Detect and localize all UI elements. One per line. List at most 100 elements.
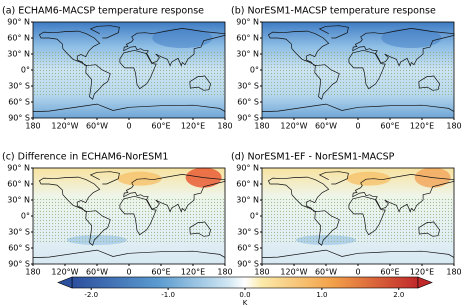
- lon-tick-label: 60°W: [86, 122, 108, 131]
- lat-tick-label: 30° N: [236, 50, 259, 59]
- anomaly: [346, 171, 391, 186]
- coastline: [352, 174, 455, 213]
- coastline: [123, 28, 226, 67]
- lon-tick-label: 180: [217, 268, 232, 277]
- lon-tick-label: 60°E: [380, 268, 399, 277]
- coastline: [89, 25, 120, 39]
- coastline: [38, 30, 101, 67]
- coastline: [314, 64, 340, 100]
- lat-tick-label: 90° N: [7, 18, 30, 27]
- panel-title: (c) Difference in ECHAM6-NorESM1: [2, 152, 168, 163]
- lon-tick-label: 0: [355, 122, 360, 131]
- lon-tick-label: 60°E: [151, 122, 170, 131]
- lon-tick-label: 0: [126, 122, 131, 131]
- coastline: [418, 75, 440, 91]
- lat-tick-label: 60° N: [236, 34, 259, 43]
- lon-tick-label: 60°W: [86, 268, 108, 277]
- coastline: [119, 49, 157, 90]
- coastline: [267, 176, 330, 213]
- coastline: [85, 210, 111, 246]
- lat-tick-label: 90° S: [8, 260, 30, 269]
- colorbar-tick-label: 0.0: [239, 291, 250, 299]
- lat-tick-label: 0°: [250, 212, 259, 221]
- anomaly: [117, 171, 162, 186]
- lat-tick-label: 30° N: [236, 196, 259, 205]
- coastline: [189, 75, 211, 91]
- lon-tick-label: 120°W: [280, 122, 307, 131]
- lat-tick-label: 60° S: [8, 244, 30, 253]
- lon-tick-label: 60°E: [151, 268, 170, 277]
- colorbar: [71, 276, 419, 289]
- coastline: [123, 174, 226, 213]
- colorbar-tick-label: -2.0: [84, 291, 98, 299]
- hatching: [33, 51, 225, 97]
- coastline: [348, 49, 386, 90]
- coastline: [189, 221, 211, 237]
- map-panel: (b) NorESM1-MACSP temperature response90…: [231, 6, 462, 131]
- lat-tick-label: 30° S: [237, 228, 259, 237]
- lon-tick-label: 180: [254, 268, 269, 277]
- coastline: [318, 25, 349, 39]
- lat-tick-label: 90° S: [237, 260, 259, 269]
- panel-title: (a) ECHAM6-MACSP temperature response: [2, 6, 204, 17]
- anomaly: [152, 28, 213, 48]
- lon-tick-label: 120°W: [51, 268, 78, 277]
- coastline: [318, 171, 349, 185]
- lon-tick-label: 120°E: [410, 268, 434, 277]
- lat-tick-label: 60° N: [236, 180, 259, 189]
- coastline: [119, 195, 157, 236]
- coastline: [32, 103, 226, 112]
- colorbar-extend: [57, 276, 73, 289]
- lon-tick-label: 120°W: [51, 122, 78, 131]
- lon-tick-label: 120°E: [181, 268, 205, 277]
- panel-title: (b) NorESM1-MACSP temperature response: [231, 6, 436, 17]
- coastline: [261, 249, 455, 258]
- coastline: [32, 249, 226, 258]
- colorbar-tick-label: 1.0: [316, 291, 327, 299]
- lat-tick-label: 30° N: [7, 50, 30, 59]
- lat-tick-label: 0°: [21, 212, 30, 221]
- lat-tick-label: 30° S: [237, 82, 259, 91]
- lon-tick-label: 120°E: [181, 122, 205, 131]
- colorbar-label: K: [243, 299, 248, 307]
- hatching: [33, 197, 225, 243]
- coastline: [89, 171, 120, 185]
- coastline: [418, 221, 440, 237]
- lon-tick-label: 120°E: [410, 122, 434, 131]
- lon-tick-label: 60°W: [315, 268, 337, 277]
- coastline: [314, 210, 340, 246]
- lon-tick-label: 180: [217, 122, 232, 131]
- lon-tick-label: 180: [446, 122, 461, 131]
- lon-tick-label: 60°W: [315, 122, 337, 131]
- lat-tick-label: 60° N: [7, 180, 30, 189]
- lat-tick-label: 90° N: [7, 164, 30, 173]
- colorbar-extend: [417, 276, 433, 289]
- anomaly: [381, 28, 442, 48]
- lat-tick-label: 0°: [250, 66, 259, 75]
- panel-title: (d) NorESM1-EF - NorESM1-MACSP: [231, 152, 395, 163]
- colorbar-tick-label: 2.0: [393, 291, 404, 299]
- lat-tick-label: 30° N: [7, 196, 30, 205]
- lon-tick-label: 180: [446, 268, 461, 277]
- coastline: [348, 195, 386, 236]
- lat-tick-label: 60° S: [237, 244, 259, 253]
- lon-tick-label: 180: [254, 122, 269, 131]
- lon-tick-label: 180: [25, 268, 40, 277]
- colorbar-tick-label: -1.0: [161, 291, 175, 299]
- lon-tick-label: 0: [355, 268, 360, 277]
- coastline: [261, 103, 455, 112]
- coastline: [38, 176, 101, 213]
- lat-tick-label: 90° N: [236, 164, 259, 173]
- lat-tick-label: 60° S: [237, 98, 259, 107]
- lat-tick-label: 90° S: [237, 114, 259, 123]
- lat-tick-label: 0°: [21, 66, 30, 75]
- lat-tick-label: 60° S: [8, 98, 30, 107]
- lat-tick-label: 60° N: [7, 34, 30, 43]
- lat-tick-label: 90° S: [8, 114, 30, 123]
- lon-tick-label: 0: [126, 268, 131, 277]
- lat-tick-label: 30° S: [8, 228, 30, 237]
- lat-tick-label: 90° N: [236, 18, 259, 27]
